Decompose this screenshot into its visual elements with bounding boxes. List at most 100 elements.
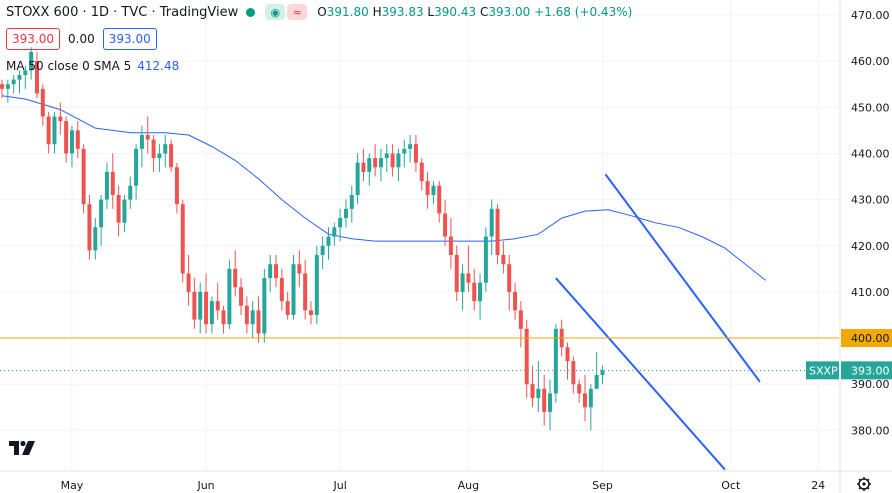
candle-body [151,139,156,159]
indicator-label: MA 50 close 0 SMA 5 [6,59,132,73]
x-tick-label: Aug [458,479,479,492]
candle-body [530,384,535,399]
y-tick-label: 430.00 [851,194,890,207]
candle-body [186,273,191,292]
candle-body [513,291,518,311]
candle-body [268,264,273,279]
candle-body [314,254,319,315]
candle-body [425,181,430,195]
candle-body [355,162,360,195]
x-tick-label: 24 [811,479,825,492]
symbol-title[interactable]: STOXX 600 · 1D · TVC · TradingView [6,4,239,20]
trend-line-lower[interactable] [555,277,726,471]
candle-body [338,218,343,228]
symbol-badge [806,361,839,380]
candle-body [466,273,471,283]
candle-body [413,144,418,163]
hline-price-badge[interactable] [841,329,892,348]
candle-body [227,268,232,325]
y-tick-label: 440.00 [851,147,890,160]
candle-body [501,254,506,265]
candle-body [343,208,348,219]
candle-body [291,264,296,315]
candle-body [163,144,168,154]
indicator-value: 412.48 [137,59,180,73]
candle-body [548,393,553,412]
open-label: O [317,5,327,19]
gear-tooth [858,487,861,490]
chart-header: STOXX 600 · 1D · TVC · TradingView ◉ ≈ O… [6,3,632,21]
candle-body [64,121,69,154]
candle-body [23,70,28,75]
candle-body [250,310,255,325]
candle-body [378,158,383,168]
y-tick-label: 390.00 [851,378,890,391]
candle-body [349,194,354,209]
trend-line-upper[interactable] [604,173,761,383]
tradingview-logo-icon[interactable] [8,438,38,458]
candle-body [69,130,74,154]
ma-line-layer [1,95,767,281]
candle-body [437,185,442,214]
candle-body [134,148,139,186]
sell-button[interactable]: 393.00 [6,28,60,50]
candle-body [489,208,494,237]
candle-body [145,134,150,140]
candle-body [594,374,599,389]
candle-body [215,301,220,311]
y-tick-label: 380.00 [851,424,890,437]
price-axis[interactable]: 380.00 390.00 400.00 410.00 420.00 430.00 440.… [806,0,892,493]
candle-body [29,51,34,71]
candle-body [116,194,121,223]
candle-body [553,328,558,394]
low-value: 390.43 [434,5,477,19]
candle-body [5,84,10,89]
candle-body [139,134,144,149]
candle-body [279,278,284,302]
candle-body [180,204,185,274]
ohlc-readout: O391.80 H393.83 L390.43 C393.00 +1.68 (+… [317,5,632,19]
candle-body [577,384,582,394]
candle-body [478,282,483,302]
candle-body [204,291,209,325]
close-label: C [479,5,489,19]
indicator-legend[interactable]: MA 50 close 0 SMA 5 412.48 [6,59,179,73]
change-value: +1.68 (+0.43%) [534,5,633,19]
x-tick-label: Jun [196,479,214,492]
symbol-label: SXXP [809,364,838,377]
candle-body [396,153,401,168]
candle-body [110,171,115,195]
y-tick-label: 420.00 [851,240,890,253]
buy-button[interactable]: 393.00 [102,28,157,50]
trend-channel-layer[interactable] [555,173,761,471]
time-axis[interactable]: May Jun Jul Aug Sep Oct 24 [0,470,892,492]
candle-body [448,236,453,255]
horizontal-line-layer[interactable] [0,337,839,371]
candle-body [320,245,325,255]
candle-body [495,208,500,255]
candle-body [507,264,512,292]
y-tick-label: 470.00 [851,9,890,22]
ma50-line [1,95,767,281]
candle-body [239,287,244,306]
candle-body [58,116,63,122]
candle-body [209,301,214,325]
settings-gear-icon[interactable] [857,477,871,491]
candle-body [536,388,541,399]
candle-body [104,171,109,200]
candle-body [40,88,45,117]
high-label: H [372,5,382,19]
market-open-dot-icon [246,7,256,17]
y-tick-label: 410.00 [851,286,890,299]
sync-icon[interactable]: ≈ [287,4,308,20]
candle-body [198,291,203,320]
eye-icon[interactable]: ◉ [265,4,286,20]
candle-body [367,158,372,172]
candle-body [52,116,57,145]
candle-body [419,162,424,182]
candle-body [408,144,413,149]
candle-body [524,328,529,385]
x-tick-label: Oct [721,479,741,492]
candle-body [384,153,389,159]
